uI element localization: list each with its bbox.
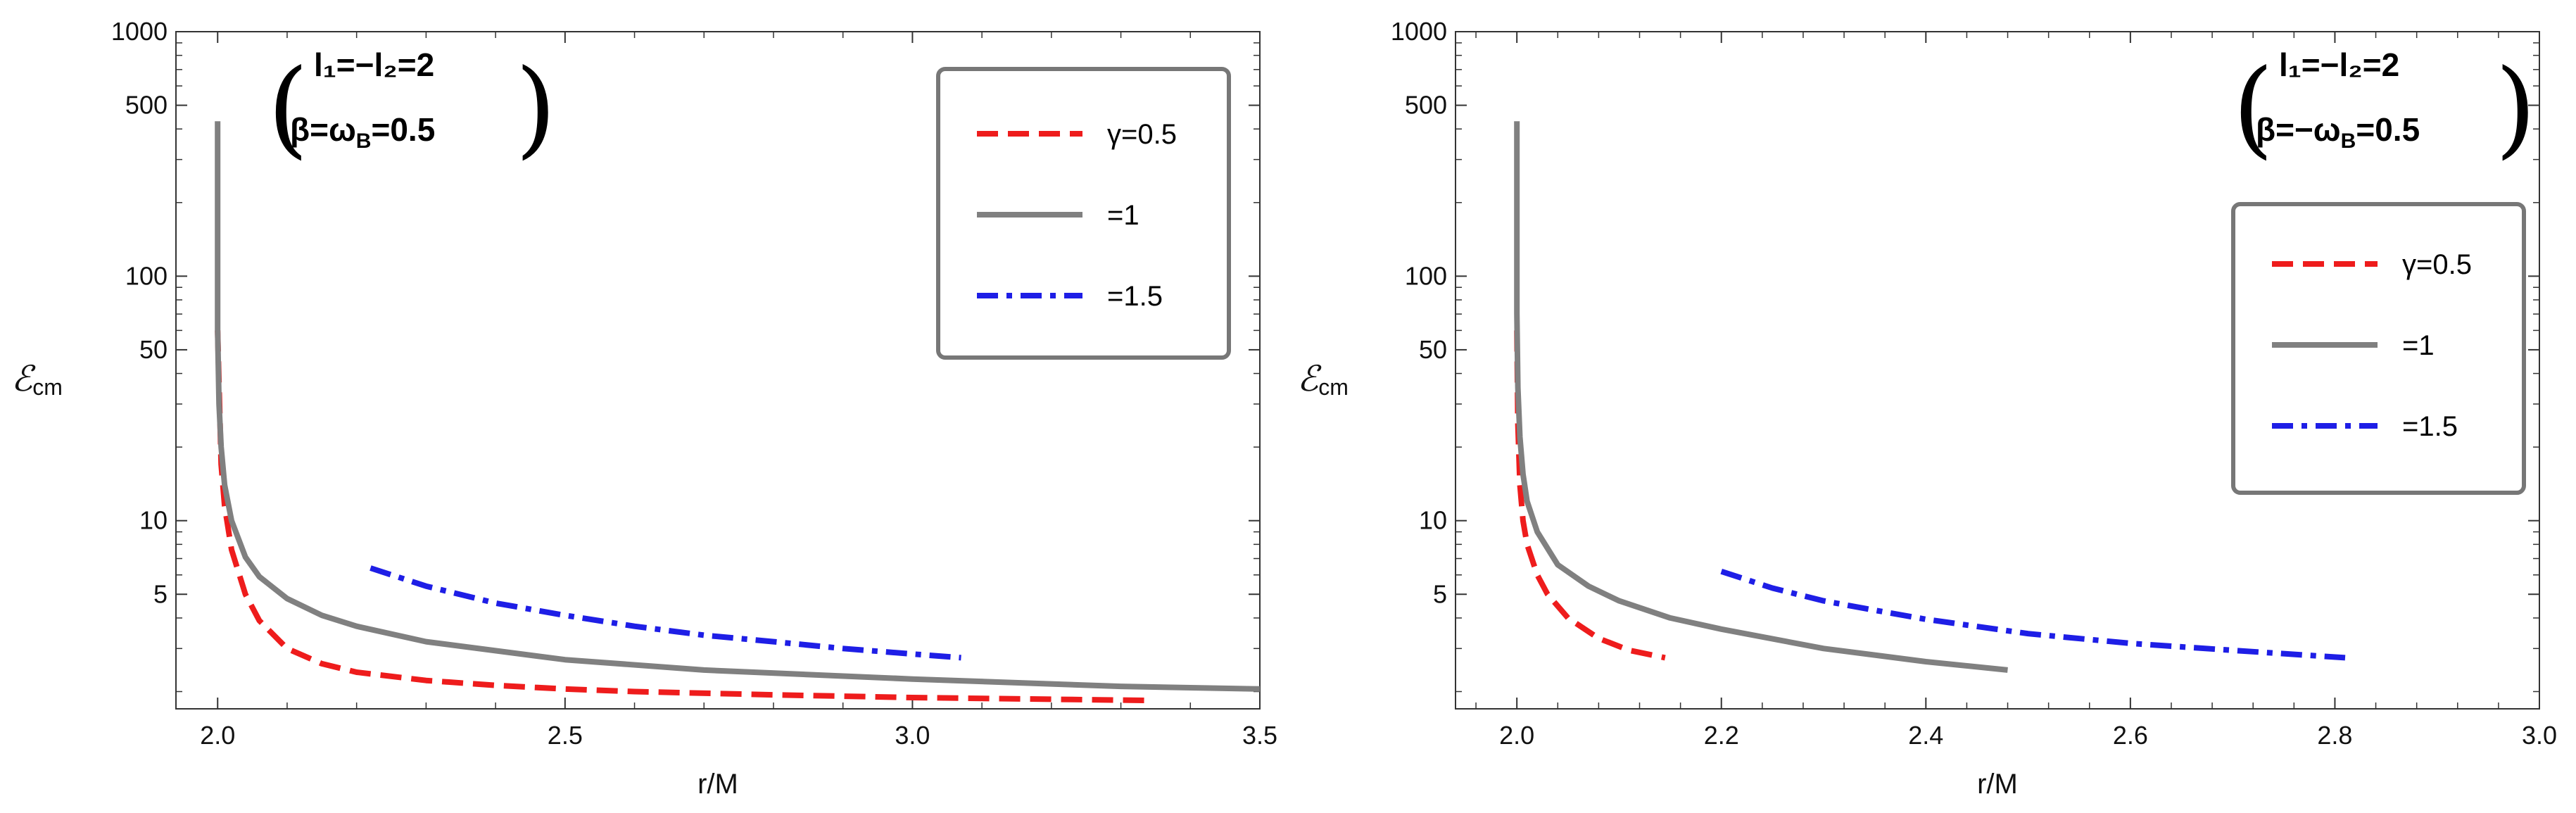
x-tick-label: 2.0 xyxy=(1499,721,1534,750)
y-tick-label: 50 xyxy=(139,335,168,364)
y-axis-label-main: ℰ xyxy=(1297,358,1322,399)
y-tick-label: 10 xyxy=(1419,506,1447,535)
y-tick-label: 100 xyxy=(125,261,168,290)
y-axis-label-main: ℰ xyxy=(11,358,36,399)
y-tick-label: 500 xyxy=(1405,91,1447,120)
plot-frame xyxy=(175,31,1261,710)
annotation-line-1: l₁=−l₂=2 xyxy=(2279,46,2399,83)
y-tick-label: 100 xyxy=(1405,261,1447,290)
annotation-line-2-prefix: β=−ω xyxy=(2256,111,2341,148)
annotation-line-2-suffix: =0.5 xyxy=(371,111,435,148)
x-axis-label: r/M xyxy=(697,769,738,800)
annotation-line-2-suffix: =0.5 xyxy=(2356,111,2420,148)
chart-panel-2: 2.0 2.2 2.4 2.6 2.8 3.0 5 10 50 100 500 1000 r/M ℰcm (… xyxy=(1297,17,2557,800)
series-line-solid-gray xyxy=(1514,121,2008,673)
series-line-dashed-red xyxy=(1514,330,1666,661)
legend-entry-label: γ=0.5 xyxy=(2402,249,2472,280)
x-tick-label: 3.5 xyxy=(1242,721,1277,750)
x-tick-label: 2.4 xyxy=(1908,721,1943,750)
legend-box xyxy=(936,67,1231,360)
annotation-line-2: β=−ωB=0.5 xyxy=(2256,111,2420,153)
chart-panel-1: 2.0 2.5 3.0 3.5 5 10 50 100 500 1000 r/M ℰcm () l₁=−l… xyxy=(11,17,1277,800)
annotation-line-1: l₁=−l₂=2 xyxy=(314,46,434,83)
legend-box xyxy=(2231,202,2526,495)
annotation-line-2-sub: B xyxy=(356,130,372,153)
x-axis-label: r/M xyxy=(1977,769,2018,800)
x-tick-label: 2.2 xyxy=(1704,721,1739,750)
legend-entry-label: =1.5 xyxy=(1107,281,1163,312)
y-tick-label: 5 xyxy=(1433,579,1447,608)
legend-entry-label: γ=0.5 xyxy=(1107,119,1177,150)
y-axis-label-sub: cm xyxy=(1318,374,1349,400)
y-axis-label: ℰcm xyxy=(11,358,63,400)
annotation-left-paren: ( xyxy=(2233,47,2274,170)
legend-entry-label: =1.5 xyxy=(2402,411,2458,442)
x-tick-label: 3.0 xyxy=(895,721,930,750)
y-tick-label: 500 xyxy=(125,91,168,120)
annotation-right-paren: ) xyxy=(515,47,557,170)
x-tick-label: 2.8 xyxy=(2317,721,2352,750)
legend-entry-label: =1 xyxy=(2402,330,2435,361)
x-tick-label: 2.0 xyxy=(200,721,235,750)
y-tick-label: 1000 xyxy=(1391,17,1447,46)
annotation-left-paren: ( xyxy=(267,47,309,170)
y-axis-label-sub: cm xyxy=(32,374,63,400)
annotation-right-paren: ) xyxy=(2495,47,2537,170)
x-tick-label: 3.0 xyxy=(2522,721,2557,750)
legend-entry-label: =1 xyxy=(1107,200,1139,231)
y-tick-label: 5 xyxy=(153,579,168,608)
annotation-line-2-prefix: β=ω xyxy=(290,111,356,148)
y-tick-label: 50 xyxy=(1419,335,1447,364)
series-line-dashed-red xyxy=(215,330,1149,704)
plot-frame xyxy=(1455,31,2540,710)
x-tick-label: 2.6 xyxy=(2113,721,2148,750)
series-line-dashdot-blue xyxy=(370,565,961,661)
y-tick-label: 10 xyxy=(139,506,168,535)
series-line-solid-gray xyxy=(215,121,1260,692)
y-tick-label: 1000 xyxy=(111,17,168,46)
x-tick-label: 2.5 xyxy=(548,721,583,750)
series-line-dashdot-blue xyxy=(1720,568,2346,661)
annotation-line-2-sub: B xyxy=(2341,130,2356,153)
y-axis-label: ℰcm xyxy=(1297,358,1349,400)
annotation-line-2: β=ωB=0.5 xyxy=(290,111,435,153)
